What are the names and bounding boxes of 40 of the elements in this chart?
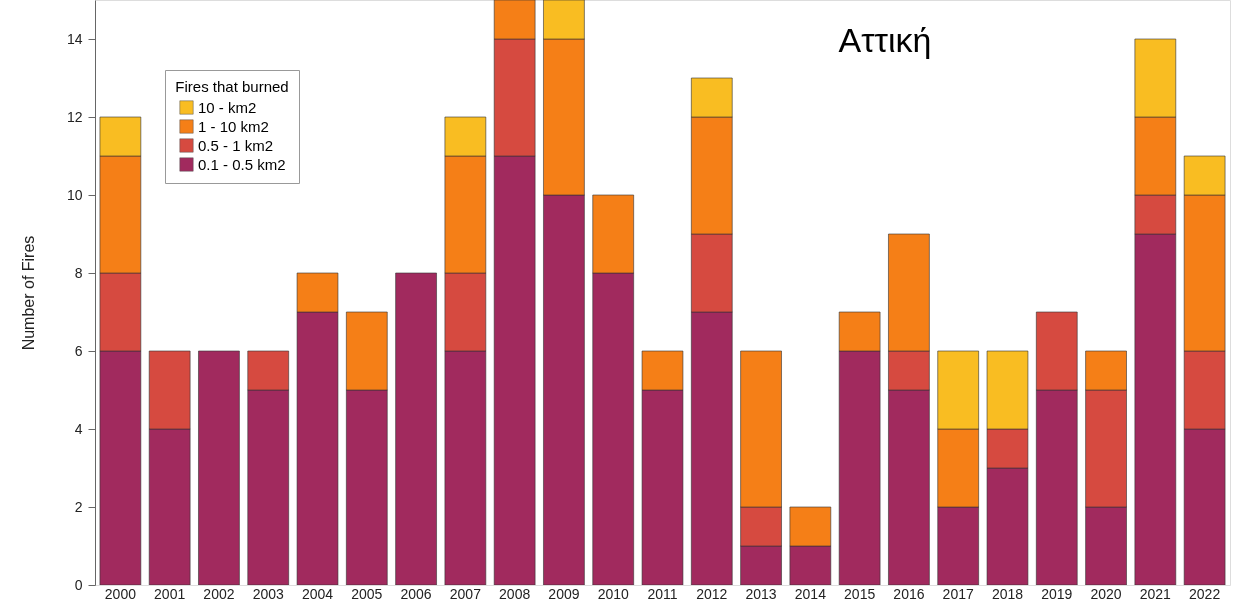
y-tick-label: 0 — [74, 576, 83, 593]
x-tick-label: 2005 — [351, 585, 383, 602]
y-tick-label: 10 — [66, 186, 83, 203]
y-tick-label: 14 — [66, 30, 83, 47]
y-axis-title: Number of Fires — [19, 235, 37, 351]
bar — [198, 350, 240, 585]
x-tick-label: 2008 — [499, 585, 531, 602]
x-tick-label: 2020 — [1090, 585, 1122, 602]
legend-label: 10 - km2 — [198, 98, 257, 116]
x-tick-label: 2014 — [794, 585, 827, 602]
legend-title: Fires that burned — [175, 78, 289, 95]
x-tick-label: 2006 — [400, 585, 432, 602]
x-tick-label: 2000 — [104, 585, 137, 602]
legend-label: 1 - 10 km2 — [198, 117, 269, 135]
legend-label: 0.5 - 1 km2 — [198, 136, 274, 154]
bar — [395, 272, 437, 585]
y-tick-label: 6 — [74, 342, 83, 359]
y-tick-label: 4 — [74, 420, 83, 437]
x-tick-label: 2016 — [893, 585, 925, 602]
x-tick-label: 2004 — [301, 585, 334, 602]
x-tick-label: 2017 — [942, 585, 974, 602]
x-tick-label: 2010 — [597, 585, 629, 602]
legend-label: 0.1 - 0.5 km2 — [198, 155, 286, 173]
y-tick-label: 8 — [74, 264, 83, 281]
x-tick-label: 2012 — [696, 585, 728, 602]
x-tick-label: 2001 — [154, 585, 186, 602]
x-tick-label: 2003 — [252, 585, 285, 602]
x-tick-label: 2019 — [1041, 585, 1073, 602]
x-tick-label: 2021 — [1139, 585, 1172, 602]
x-tick-label: 2009 — [548, 585, 580, 602]
x-tick-label: 2002 — [203, 585, 235, 602]
x-tick-label: 2013 — [745, 585, 777, 602]
x-tick-label: 2018 — [991, 585, 1024, 602]
x-tick-label: 2015 — [844, 585, 876, 602]
y-tick-label: 2 — [74, 498, 83, 515]
x-tick-label: 2007 — [449, 585, 482, 602]
x-tick-label: 2022 — [1189, 585, 1221, 602]
x-tick-label: 2011 — [647, 585, 678, 602]
text: Αττική — [838, 21, 932, 59]
y-tick-label: 12 — [66, 108, 83, 125]
